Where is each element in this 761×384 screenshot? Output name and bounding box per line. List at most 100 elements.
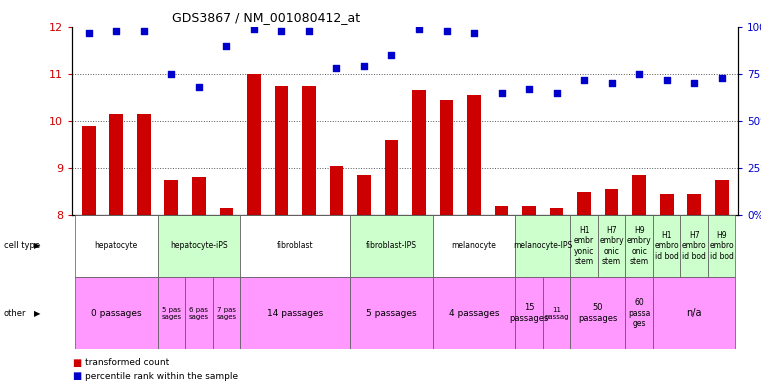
Text: n/a: n/a bbox=[686, 308, 702, 318]
Text: 14 passages: 14 passages bbox=[267, 309, 323, 318]
Point bbox=[303, 28, 315, 34]
Bar bbox=[82, 126, 96, 215]
Text: transformed count: transformed count bbox=[85, 358, 170, 367]
Point bbox=[385, 52, 397, 58]
Bar bbox=[495, 206, 508, 215]
Point bbox=[330, 65, 342, 71]
Point bbox=[275, 28, 288, 34]
Text: hepatocyte: hepatocyte bbox=[94, 242, 138, 250]
Text: ▶: ▶ bbox=[34, 309, 41, 318]
Point bbox=[358, 63, 370, 70]
Bar bbox=[158, 215, 240, 277]
Bar bbox=[412, 90, 426, 215]
Text: cell type: cell type bbox=[4, 242, 40, 250]
Bar bbox=[605, 189, 619, 215]
Bar bbox=[515, 277, 543, 349]
Text: 15
passages: 15 passages bbox=[509, 303, 549, 323]
Bar bbox=[660, 194, 673, 215]
Point bbox=[248, 26, 260, 32]
Bar bbox=[302, 86, 316, 215]
Text: 60
passa
ges: 60 passa ges bbox=[628, 298, 651, 328]
Point bbox=[138, 28, 150, 34]
Point bbox=[550, 90, 562, 96]
Text: hepatocyte-iPS: hepatocyte-iPS bbox=[170, 242, 228, 250]
Bar bbox=[632, 175, 646, 215]
Point bbox=[468, 30, 480, 36]
Point bbox=[715, 74, 728, 81]
Bar bbox=[357, 175, 371, 215]
Bar bbox=[515, 215, 570, 277]
Text: melanocyte-IPS: melanocyte-IPS bbox=[513, 242, 572, 250]
Text: other: other bbox=[4, 309, 27, 318]
Text: H1
embro
id bod: H1 embro id bod bbox=[654, 231, 679, 261]
Bar bbox=[137, 114, 151, 215]
Text: H7
embry
onic
stem: H7 embry onic stem bbox=[599, 226, 624, 266]
Bar bbox=[75, 277, 158, 349]
Bar bbox=[275, 86, 288, 215]
Bar bbox=[433, 215, 515, 277]
Text: fibroblast-IPS: fibroblast-IPS bbox=[366, 242, 417, 250]
Bar bbox=[543, 277, 570, 349]
Bar bbox=[653, 277, 735, 349]
Text: 50
passages: 50 passages bbox=[578, 303, 617, 323]
Text: H7
embro
id bod: H7 embro id bod bbox=[682, 231, 706, 261]
Text: melanocyte: melanocyte bbox=[451, 242, 496, 250]
Bar bbox=[110, 114, 123, 215]
Point bbox=[633, 71, 645, 77]
Text: ▶: ▶ bbox=[34, 242, 41, 250]
Text: ■: ■ bbox=[72, 371, 81, 381]
Bar bbox=[350, 215, 433, 277]
Bar bbox=[626, 277, 653, 349]
Bar bbox=[598, 215, 626, 277]
Text: 6 pas
sages: 6 pas sages bbox=[189, 307, 209, 319]
Point bbox=[83, 30, 95, 36]
Point bbox=[661, 76, 673, 83]
Bar bbox=[350, 277, 433, 349]
Text: ■: ■ bbox=[72, 358, 81, 368]
Bar bbox=[330, 166, 343, 215]
Bar bbox=[467, 95, 481, 215]
Text: H9
embry
onic
stem: H9 embry onic stem bbox=[627, 226, 651, 266]
Bar bbox=[687, 194, 701, 215]
Text: percentile rank within the sample: percentile rank within the sample bbox=[85, 372, 238, 381]
Text: 7 pas
sages: 7 pas sages bbox=[216, 307, 237, 319]
Bar bbox=[715, 180, 728, 215]
Text: H1
embr
yonic
stem: H1 embr yonic stem bbox=[574, 226, 594, 266]
Bar bbox=[240, 215, 350, 277]
Text: fibroblast: fibroblast bbox=[277, 242, 314, 250]
Bar bbox=[219, 208, 234, 215]
Bar bbox=[440, 100, 454, 215]
Point bbox=[441, 28, 453, 34]
Bar bbox=[522, 206, 536, 215]
Bar bbox=[570, 215, 598, 277]
Bar bbox=[164, 180, 178, 215]
Bar bbox=[433, 277, 515, 349]
Point bbox=[606, 80, 618, 86]
Text: 0 passages: 0 passages bbox=[91, 309, 142, 318]
Bar bbox=[570, 277, 626, 349]
Point bbox=[688, 80, 700, 86]
Text: H9
embro
id bod: H9 embro id bod bbox=[709, 231, 734, 261]
Bar bbox=[549, 208, 563, 215]
Text: 5 passages: 5 passages bbox=[366, 309, 417, 318]
Bar bbox=[192, 177, 205, 215]
Point bbox=[413, 26, 425, 32]
Bar bbox=[247, 74, 261, 215]
Point bbox=[578, 76, 591, 83]
Text: 5 pas
sages: 5 pas sages bbox=[161, 307, 181, 319]
Point bbox=[220, 43, 232, 49]
Bar bbox=[158, 277, 185, 349]
Bar bbox=[653, 215, 680, 277]
Text: 11
passag: 11 passag bbox=[544, 307, 568, 319]
Bar bbox=[626, 215, 653, 277]
Bar bbox=[708, 215, 735, 277]
Text: 4 passages: 4 passages bbox=[449, 309, 499, 318]
Point bbox=[193, 84, 205, 90]
Text: GDS3867 / NM_001080412_at: GDS3867 / NM_001080412_at bbox=[172, 12, 361, 25]
Bar bbox=[384, 140, 398, 215]
Point bbox=[110, 28, 123, 34]
Point bbox=[495, 90, 508, 96]
Point bbox=[523, 86, 535, 92]
Bar bbox=[577, 192, 591, 215]
Point bbox=[165, 71, 177, 77]
